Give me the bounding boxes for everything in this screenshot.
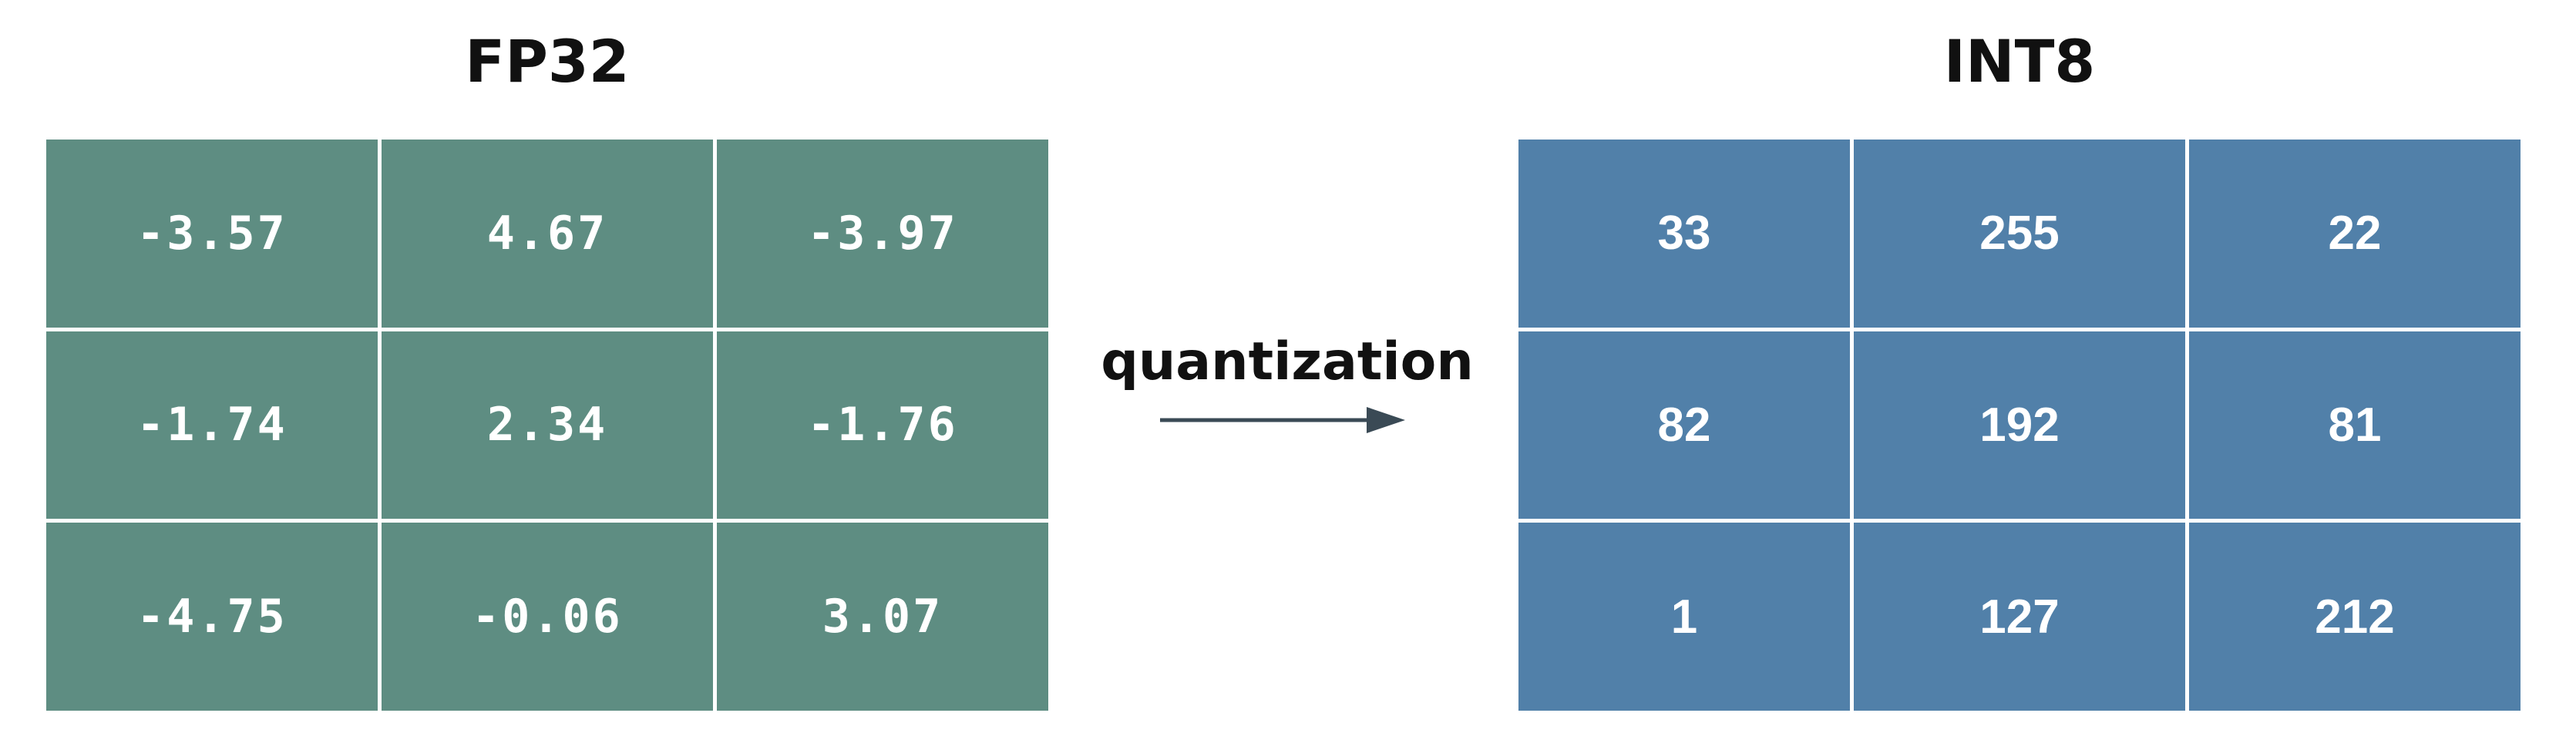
fp32-cell-r1c1: -3.57 — [46, 140, 378, 328]
quantization-label: quantization — [1101, 331, 1474, 392]
fp32-cell-r2c2: 2.34 — [382, 331, 713, 520]
int8-cell-r2c1: 82 — [1518, 331, 1850, 520]
int8-cell-r3c3: 212 — [2189, 523, 2521, 711]
int8-title: INT8 — [1943, 27, 2096, 96]
int8-cell-r3c1: 1 — [1518, 523, 1850, 711]
arrow-head — [1367, 407, 1405, 433]
right-arrow-icon — [1160, 407, 1405, 433]
int8-cell-r3c2: 127 — [1854, 523, 2185, 711]
fp32-cell-r1c2: 4.67 — [382, 140, 713, 328]
fp32-cell-r3c1: -4.75 — [46, 523, 378, 711]
int8-cell-r1c2: 255 — [1854, 140, 2185, 328]
int8-cell-r2c3: 81 — [2189, 331, 2521, 520]
fp32-cell-r2c3: -1.76 — [717, 331, 1048, 520]
int8-cell-r2c2: 192 — [1854, 331, 2185, 520]
int8-matrix: 33 255 22 82 192 81 1 127 212 — [1518, 140, 2521, 711]
fp32-cell-r3c3: 3.07 — [717, 523, 1048, 711]
fp32-cell-r3c2: -0.06 — [382, 523, 713, 711]
int8-cell-r1c1: 33 — [1518, 140, 1850, 328]
int8-cell-r1c3: 22 — [2189, 140, 2521, 328]
fp32-cell-r2c1: -1.74 — [46, 331, 378, 520]
fp32-cell-r1c3: -3.97 — [717, 140, 1048, 328]
fp32-matrix: -3.57 4.67 -3.97 -1.74 2.34 -1.76 -4.75 … — [46, 140, 1048, 711]
fp32-title: FP32 — [465, 27, 630, 96]
